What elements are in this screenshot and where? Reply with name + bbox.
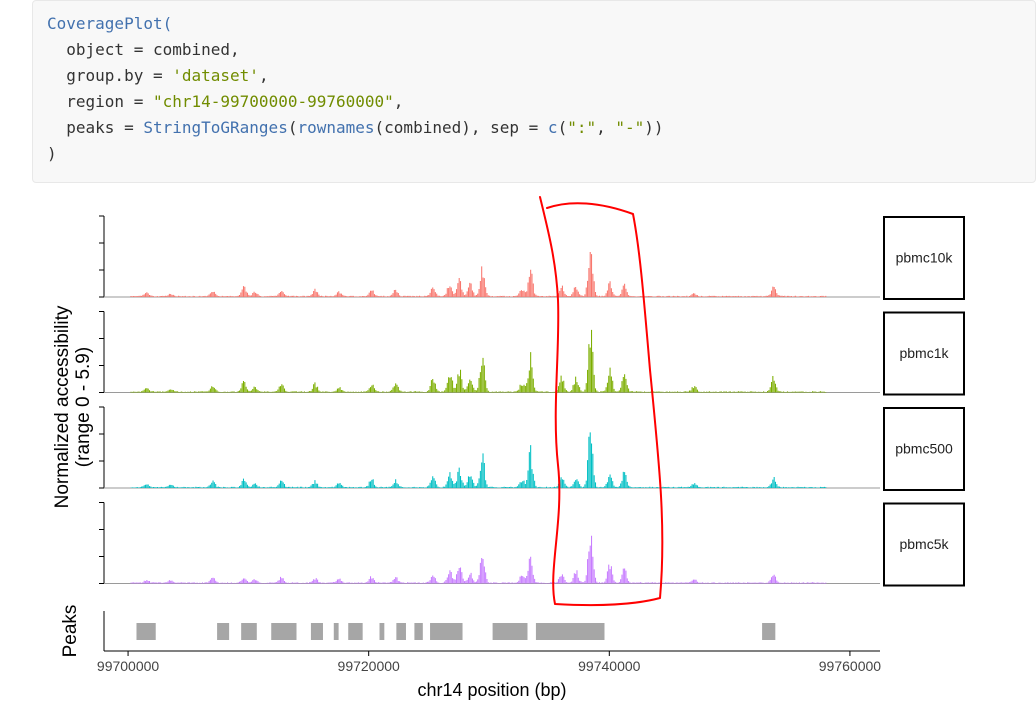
code-token: , [393,92,404,111]
code-line: group.by = 'dataset', [47,66,269,85]
code-token: , [596,118,616,137]
code-token: c [547,118,558,137]
facet-label-pbmc5k: pbmc5k [899,536,949,552]
peak-region [271,623,297,640]
peak-region [348,623,363,640]
code-token: "-" [615,118,645,137]
peak-region [396,623,406,640]
x-tick-label: 99740000 [578,658,641,674]
code-block: CoveragePlot( object = combined, group.b… [32,0,1036,183]
peak-region [241,623,257,640]
code-token: object = combined, [47,40,240,59]
x-tick-label: 99700000 [97,658,160,674]
peak-region [310,623,323,640]
code-line: region = "chr14-99700000-99760000", [47,92,403,111]
code-line: ) [47,144,57,163]
coverage-area-pbmc10k [130,252,827,297]
code-token: CoveragePlot( [47,14,173,33]
code-line: object = combined, [47,40,240,59]
code-token: (combined), sep = [374,118,548,137]
code-token: ( [287,118,298,137]
peak-region [535,623,605,640]
peak-region [217,623,230,640]
peak-region [492,623,528,640]
code-token: ) [47,144,57,163]
facet-label-pbmc500: pbmc500 [895,441,953,457]
code-line: peaks = StringToGRanges(rownames(combine… [47,118,664,137]
code-token: region = [47,92,153,111]
facet-strip-pbmc10k [883,216,965,300]
code-token: "chr14-99700000-99760000" [152,92,394,111]
code-token: group.by = [47,66,173,85]
x-axis-label: chr14 position (bp) [417,680,566,700]
coverage-area-pbmc1k [130,329,827,393]
facet-label-pbmc10k: pbmc10k [896,250,954,266]
code-line: CoveragePlot( [47,14,172,33]
code-token: , [258,66,269,85]
code-token: ( [557,118,568,137]
coverage-area-pbmc500 [130,432,827,488]
x-tick-label: 99760000 [819,658,882,674]
code-token: rownames [297,118,375,137]
code-token: ":" [567,118,597,137]
y-axis-label-range: (range 0 - 5.9) [73,347,94,467]
peak-region [136,623,156,640]
coverage-area-pbmc5k [130,535,827,584]
peak-region [414,623,423,640]
facet-strip-pbmc500 [883,407,965,491]
annotation-loop [539,196,664,607]
facet-strip-pbmc1k [883,311,965,396]
y-axis-label: Normalized accessibility [52,305,73,508]
coverage-plot: pbmc10k pbmc1k pbmc500 pbmc5k Peaks 99700000 9… [52,196,965,700]
peak-region [430,623,463,640]
facet-label-pbmc1k: pbmc1k [899,345,949,361]
code-token: )) [644,118,664,137]
code-text: CoveragePlot( object = combined, group.b… [47,11,1021,167]
code-token: 'dataset' [172,66,259,85]
peaks-axis-label: Peaks [60,605,81,658]
peak-region [762,623,776,640]
peak-region [333,623,339,640]
facet-strip-pbmc5k [883,502,965,587]
peak-region [379,623,385,640]
x-tick-label: 99720000 [338,658,401,674]
code-token: peaks = [47,118,144,137]
code-token: StringToGRanges [143,118,288,137]
